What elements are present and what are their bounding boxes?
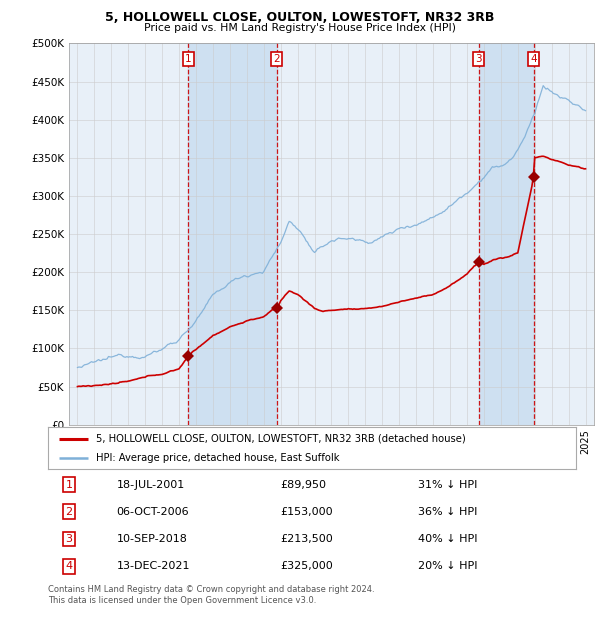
Text: 31% ↓ HPI: 31% ↓ HPI	[418, 480, 477, 490]
Text: 1: 1	[185, 54, 192, 64]
Text: 3: 3	[475, 54, 482, 64]
Text: 5, HOLLOWELL CLOSE, OULTON, LOWESTOFT, NR32 3RB: 5, HOLLOWELL CLOSE, OULTON, LOWESTOFT, N…	[106, 11, 494, 24]
Text: £325,000: £325,000	[280, 561, 333, 571]
Text: £153,000: £153,000	[280, 507, 333, 517]
Text: 06-OCT-2006: 06-OCT-2006	[116, 507, 189, 517]
Text: 20% ↓ HPI: 20% ↓ HPI	[418, 561, 477, 571]
Text: 18-JUL-2001: 18-JUL-2001	[116, 480, 185, 490]
Text: £89,950: £89,950	[280, 480, 326, 490]
Text: 4: 4	[530, 54, 537, 64]
Text: 2: 2	[274, 54, 280, 64]
Text: 3: 3	[65, 534, 73, 544]
Text: 1: 1	[65, 480, 73, 490]
Text: HPI: Average price, detached house, East Suffolk: HPI: Average price, detached house, East…	[95, 453, 339, 463]
Bar	[188, 43, 277, 425]
Text: 13-DEC-2021: 13-DEC-2021	[116, 561, 190, 571]
Text: Price paid vs. HM Land Registry's House Price Index (HPI): Price paid vs. HM Land Registry's House …	[144, 23, 456, 33]
Text: 36% ↓ HPI: 36% ↓ HPI	[418, 507, 477, 517]
Text: 5, HOLLOWELL CLOSE, OULTON, LOWESTOFT, NR32 3RB (detached house): 5, HOLLOWELL CLOSE, OULTON, LOWESTOFT, N…	[95, 433, 465, 443]
Text: £213,500: £213,500	[280, 534, 333, 544]
Text: 40% ↓ HPI: 40% ↓ HPI	[418, 534, 477, 544]
Bar	[479, 43, 534, 425]
Text: Contains HM Land Registry data © Crown copyright and database right 2024.
This d: Contains HM Land Registry data © Crown c…	[48, 585, 374, 604]
Text: 10-SEP-2018: 10-SEP-2018	[116, 534, 188, 544]
Text: 2: 2	[65, 507, 73, 517]
Text: 4: 4	[65, 561, 73, 571]
